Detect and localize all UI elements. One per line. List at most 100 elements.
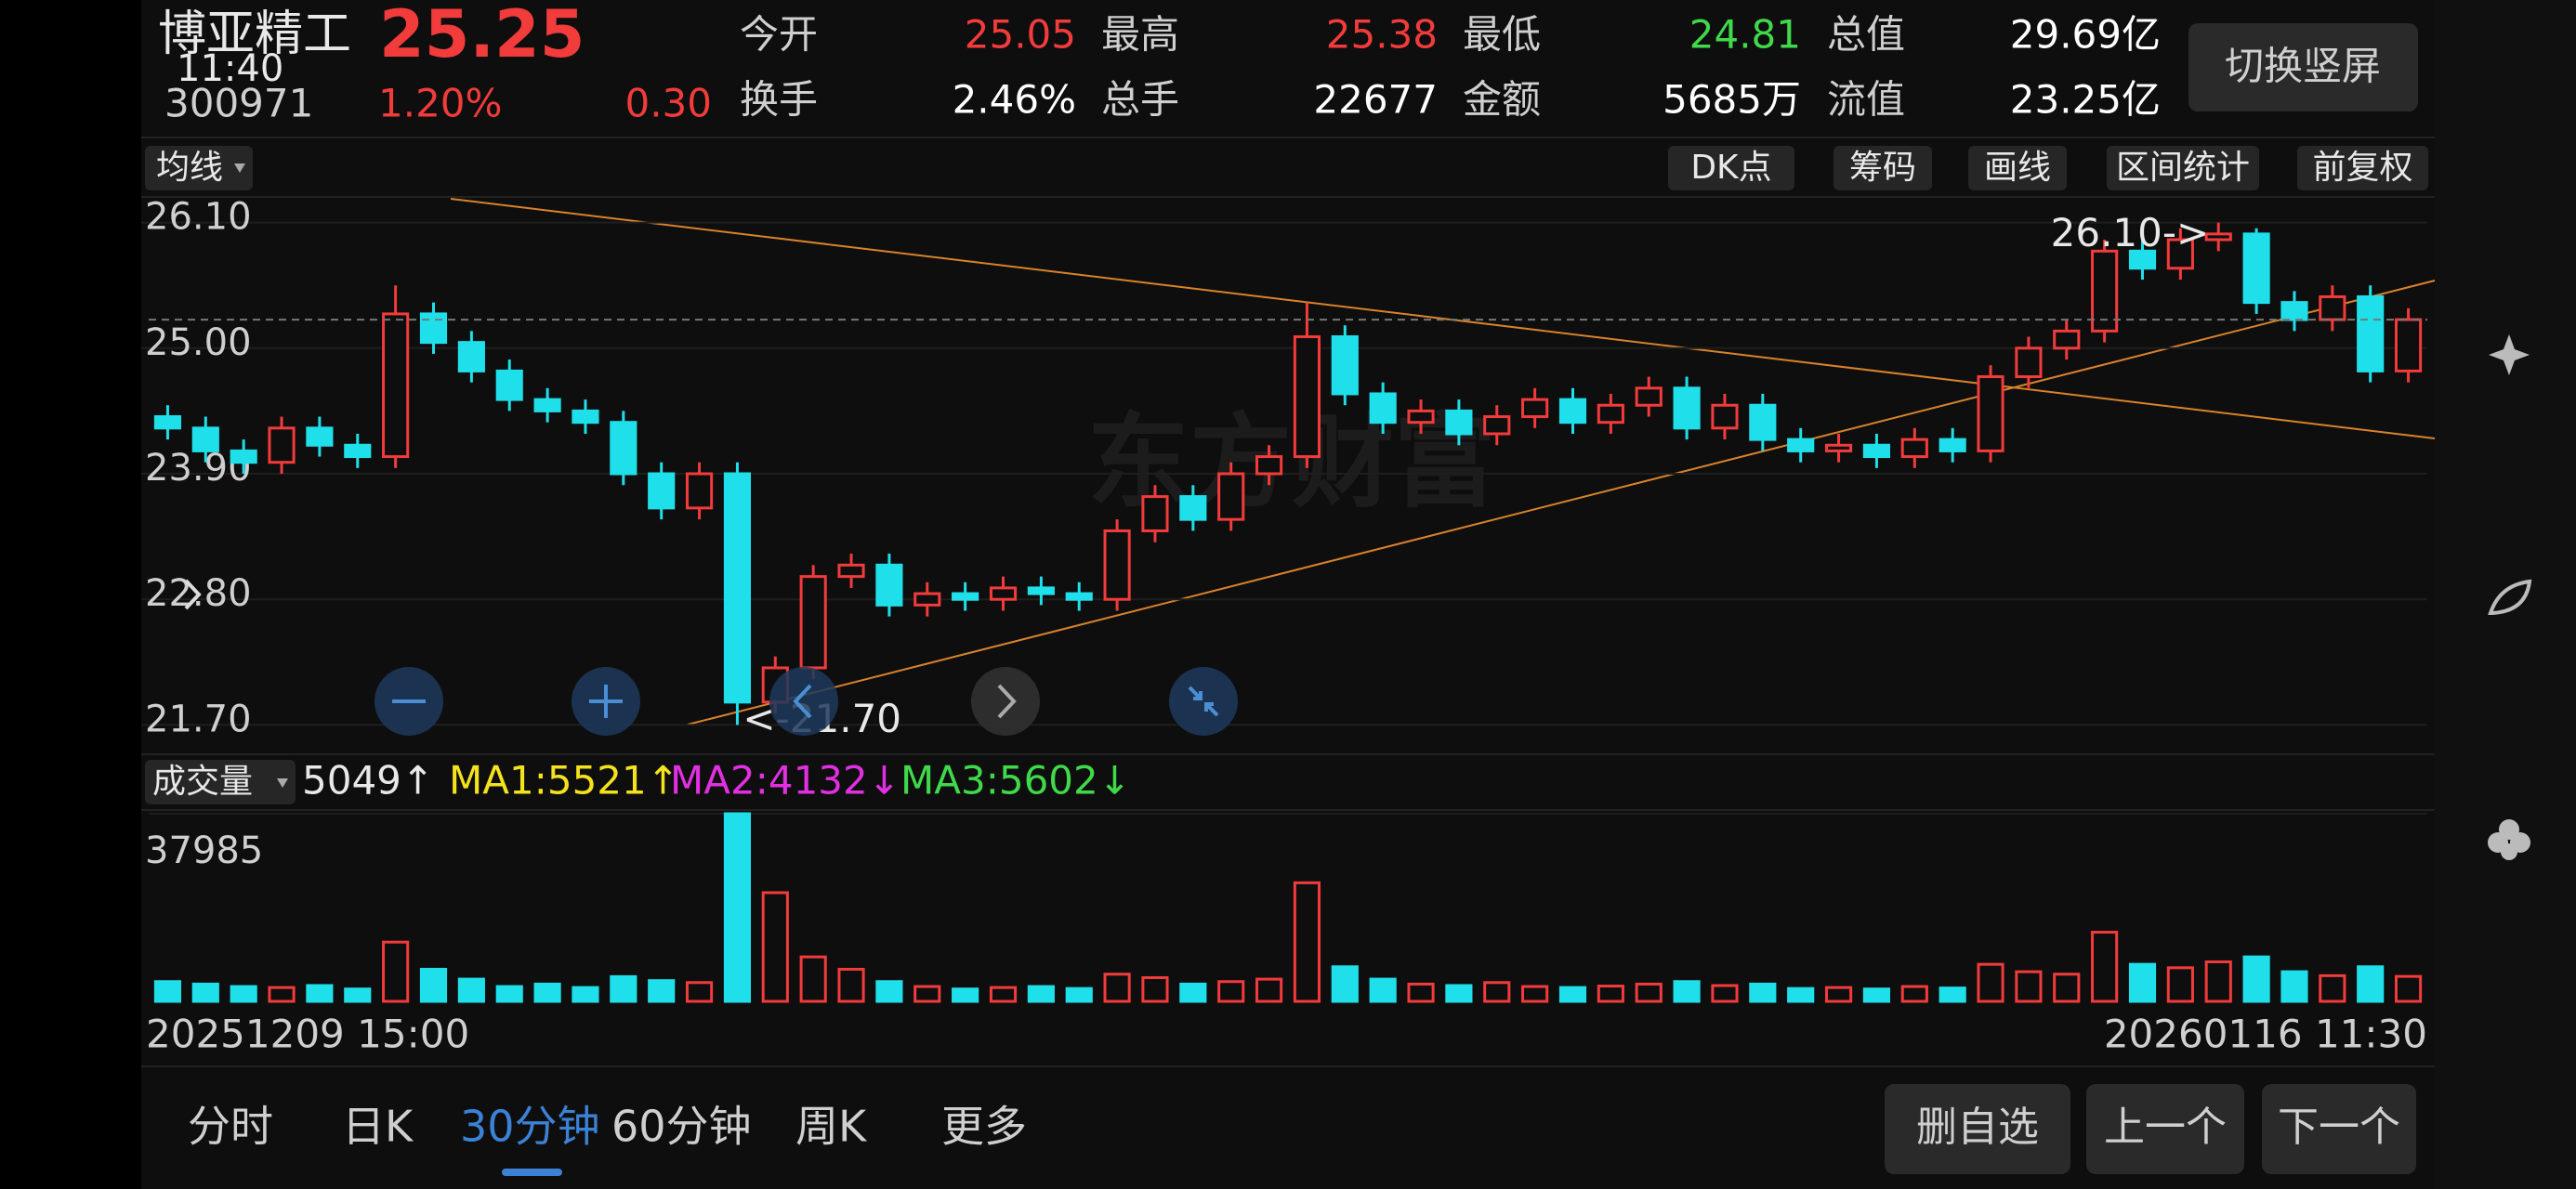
volume-bar: [799, 955, 827, 1003]
volume-bar: [1635, 982, 1663, 1003]
stat-label: 金额: [1463, 77, 1541, 123]
candle-body: [2204, 232, 2232, 242]
tab[interactable]: 日K: [342, 1102, 414, 1152]
candle-body: [989, 586, 1018, 601]
action-button[interactable]: [2262, 1084, 2416, 1174]
volume-bar: [457, 977, 485, 1003]
volume-bar: [2053, 973, 2081, 1003]
stat-label: 今开: [740, 12, 818, 58]
zoom-controls: [375, 667, 1238, 736]
ma-select[interactable]: [145, 146, 253, 190]
candle-body: [875, 563, 903, 607]
volume-bar: [1939, 986, 1966, 1003]
end-date: 20260116 11:30: [2104, 1012, 2427, 1057]
candle-body: [1749, 403, 1777, 441]
candle-body: [1939, 438, 1966, 452]
stat-value: 29.69亿: [2010, 12, 2161, 58]
icon: [793, 684, 812, 719]
rotate-button[interactable]: [2188, 23, 2418, 111]
candle-body: [1673, 386, 1701, 430]
price: 25.25: [379, 0, 585, 72]
candle-body: [306, 426, 334, 447]
candle-body: [1255, 455, 1283, 476]
candle-body: [1711, 403, 1739, 430]
toolbar-button[interactable]: [1668, 146, 1794, 190]
volume-bar: [306, 984, 334, 1003]
tab[interactable]: 周K: [795, 1102, 868, 1152]
candle-body: [1369, 392, 1397, 425]
action-button[interactable]: [2086, 1084, 2244, 1174]
side-panel: [2435, 0, 2576, 1189]
toolbar-button[interactable]: [1968, 146, 2067, 190]
action-label[interactable]: 删自选: [1916, 1104, 2039, 1151]
side-icon[interactable]: [2488, 819, 2530, 860]
tab[interactable]: 分时: [188, 1102, 273, 1152]
rotate-label[interactable]: 切换竖屏: [2225, 44, 2381, 89]
toolbar-label[interactable]: 前复权: [2312, 149, 2412, 187]
toolbar-button[interactable]: [2297, 146, 2428, 190]
pan-right[interactable]: [971, 667, 1040, 736]
candle-body: [1597, 403, 1624, 425]
volume-bar: [344, 987, 372, 1003]
indicator-select[interactable]: [145, 760, 296, 804]
pan-left[interactable]: [769, 667, 838, 736]
y-tick-label: 26.10: [145, 196, 252, 239]
tab[interactable]: 60分钟: [611, 1102, 752, 1152]
side-icon[interactable]: [2488, 579, 2532, 615]
volume-bar: [1293, 881, 1321, 1003]
volume-bar: [1597, 985, 1624, 1003]
candle-body: [913, 592, 941, 607]
volume-bar: [1331, 965, 1359, 1003]
dropdown-arrow: [277, 778, 288, 788]
volume-bar: [268, 986, 296, 1003]
ma-select-label[interactable]: 均线: [156, 149, 223, 187]
volume-bar: [495, 985, 523, 1003]
dropdown-arrow: [234, 163, 245, 173]
candle-body: [1483, 415, 1511, 436]
volume-bar: [610, 974, 637, 1003]
toolbar-button[interactable]: [1833, 146, 1932, 190]
volume-bar: [1255, 977, 1283, 1003]
stat-value: 22677: [1313, 77, 1438, 123]
expand-arrow[interactable]: [184, 579, 202, 610]
tab[interactable]: 30分钟: [460, 1102, 600, 1152]
tab-indicator: [502, 1169, 562, 1176]
volume-bar: [1824, 986, 1853, 1003]
candle-body: [572, 409, 599, 425]
candle-body: [1407, 409, 1435, 425]
volume-bar: [1900, 985, 1928, 1003]
action-label[interactable]: 上一个: [2104, 1104, 2227, 1151]
candle-body: [1027, 586, 1055, 595]
side-icon[interactable]: [2489, 334, 2530, 375]
volume-bar: [572, 986, 599, 1003]
toolbar-label[interactable]: 筹码: [1849, 149, 1916, 187]
candle-body: [1900, 438, 1928, 459]
action-label[interactable]: 下一个: [2278, 1104, 2400, 1151]
candle-body: [1293, 335, 1321, 459]
icon: [997, 684, 1017, 719]
tab[interactable]: 更多: [941, 1102, 1027, 1152]
volume-bar: [1217, 980, 1245, 1003]
status-time: 11:40: [177, 47, 283, 90]
icon: [589, 685, 623, 718]
candle-body: [457, 341, 485, 372]
volume-bar: [1179, 982, 1207, 1003]
candle-body: [1103, 529, 1131, 601]
candle-body: [1065, 592, 1093, 601]
stat-label: 流值: [1827, 77, 1905, 123]
toolbar-label[interactable]: DK点: [1690, 149, 1771, 187]
ma-legend: MA3:5602↓: [900, 758, 1131, 804]
candle-body: [1824, 443, 1853, 452]
reset-zoom[interactable]: [1169, 667, 1238, 736]
toolbar-label[interactable]: 画线: [1984, 149, 2051, 187]
change-pct: 1.20%: [378, 81, 502, 126]
volume-bar: [1065, 986, 1093, 1003]
volume-bar: [2015, 970, 2043, 1003]
indicator-label[interactable]: 成交量: [152, 763, 253, 801]
volume-bar: [1977, 962, 2004, 1003]
change: 0.30: [624, 81, 712, 126]
candle-body: [2128, 249, 2157, 270]
toolbar-label[interactable]: 区间统计: [2116, 149, 2250, 187]
toolbar-button[interactable]: [2107, 146, 2259, 190]
action-button[interactable]: [1885, 1084, 2070, 1174]
